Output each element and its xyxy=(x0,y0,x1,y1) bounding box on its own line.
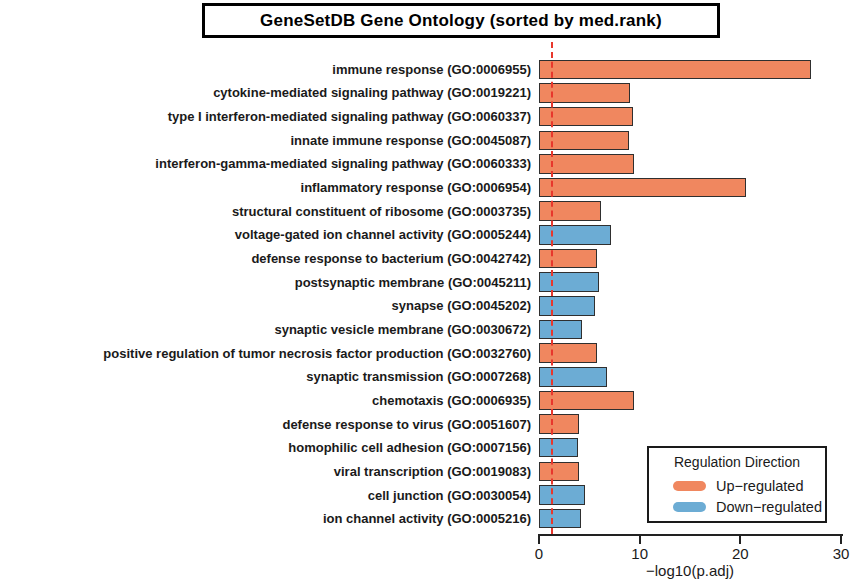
bar-down-regulated xyxy=(539,296,595,316)
bar-up-regulated xyxy=(539,343,597,363)
category-label: defense response to virus (GO:0051607) xyxy=(0,412,531,436)
bar-row: synaptic transmission (GO:0007268) xyxy=(0,365,850,389)
bar-row: inflammatory response (GO:0006954) xyxy=(0,176,850,200)
category-label: inflammatory response (GO:0006954) xyxy=(0,176,531,200)
category-label: defense response to bacterium (GO:004274… xyxy=(0,247,531,271)
category-label: immune response (GO:0006955) xyxy=(0,58,531,82)
legend-entry: Up−regulated xyxy=(649,475,825,496)
bar-up-regulated xyxy=(539,201,601,221)
category-label: voltage-gated ion channel activity (GO:0… xyxy=(0,223,531,247)
bar-up-regulated xyxy=(539,414,579,434)
bar-down-regulated xyxy=(539,438,578,458)
legend-entry-label: Down−regulated xyxy=(716,499,822,515)
category-label: synaptic transmission (GO:0007268) xyxy=(0,365,531,389)
bar-row: synapse (GO:0045202) xyxy=(0,294,850,318)
x-axis-tick xyxy=(538,536,540,544)
bar-down-regulated xyxy=(539,485,585,505)
x-axis-title: −log10(p.adj) xyxy=(590,562,790,579)
bar-row: structural constituent of ribosome (GO:0… xyxy=(0,199,850,223)
bar-up-regulated xyxy=(539,462,579,482)
legend-entry: Down−regulated xyxy=(649,496,825,517)
chart-title: GeneSetDB Gene Ontology (sorted by med.r… xyxy=(260,11,662,31)
legend-title: Regulation Direction xyxy=(649,454,825,470)
category-label: postsynaptic membrane (GO:0045211) xyxy=(0,270,531,294)
bar-down-regulated xyxy=(539,367,607,387)
category-label: synaptic vesicle membrane (GO:0030672) xyxy=(0,318,531,342)
category-label: positive regulation of tumor necrosis fa… xyxy=(0,341,531,365)
bar-row: innate immune response (GO:0045087) xyxy=(0,128,850,152)
go-enrichment-bar-chart: GeneSetDB Gene Ontology (sorted by med.r… xyxy=(0,0,850,586)
bar-row: defense response to bacterium (GO:004274… xyxy=(0,247,850,271)
bar-row: synaptic vesicle membrane (GO:0030672) xyxy=(0,318,850,342)
category-label: chemotaxis (GO:0006935) xyxy=(0,389,531,413)
legend-entries: Up−regulated Down−regulated xyxy=(649,475,825,517)
x-axis-tick-label: 20 xyxy=(720,545,760,562)
category-label: innate immune response (GO:0045087) xyxy=(0,128,531,152)
bar-up-regulated xyxy=(539,178,746,198)
category-label: viral transcription (GO:0019083) xyxy=(0,460,531,484)
category-label: type I interferon-mediated signaling pat… xyxy=(0,105,531,129)
x-axis-tick-label: 0 xyxy=(519,545,559,562)
bar-row: voltage-gated ion channel activity (GO:0… xyxy=(0,223,850,247)
x-axis-line xyxy=(538,534,843,536)
x-axis-tick xyxy=(840,536,842,544)
legend: Regulation Direction Up−regulated Down−re… xyxy=(647,446,827,523)
bar-down-regulated xyxy=(539,509,581,529)
x-axis-tick-label: 30 xyxy=(821,545,850,562)
bar-up-regulated xyxy=(539,249,597,269)
bar-up-regulated xyxy=(539,391,634,411)
legend-swatch-up xyxy=(673,481,706,491)
category-label: cell junction (GO:0030054) xyxy=(0,483,531,507)
bar-up-regulated xyxy=(539,60,811,80)
bar-down-regulated xyxy=(539,320,582,340)
category-label: synapse (GO:0045202) xyxy=(0,294,531,318)
significance-threshold-line xyxy=(551,42,553,534)
category-label: interferon-gamma-mediated signaling path… xyxy=(0,152,531,176)
x-axis-tick-label: 10 xyxy=(620,545,660,562)
bar-up-regulated xyxy=(539,154,634,174)
bar-row: cytokine-mediated signaling pathway (GO:… xyxy=(0,81,850,105)
bar-row: immune response (GO:0006955) xyxy=(0,58,850,82)
x-axis-tick xyxy=(639,536,641,544)
bar-row: positive regulation of tumor necrosis fa… xyxy=(0,341,850,365)
bar-row: postsynaptic membrane (GO:0045211) xyxy=(0,270,850,294)
bar-down-regulated xyxy=(539,225,611,245)
bar-row: interferon-gamma-mediated signaling path… xyxy=(0,152,850,176)
category-label: cytokine-mediated signaling pathway (GO:… xyxy=(0,81,531,105)
legend-entry-label: Up−regulated xyxy=(716,478,803,494)
category-label: structural constituent of ribosome (GO:0… xyxy=(0,199,531,223)
category-label: ion channel activity (GO:0005216) xyxy=(0,507,531,531)
bar-row: type I interferon-mediated signaling pat… xyxy=(0,105,850,129)
x-axis-tick xyxy=(739,536,741,544)
bar-row: chemotaxis (GO:0006935) xyxy=(0,389,850,413)
category-label: homophilic cell adhesion (GO:0007156) xyxy=(0,436,531,460)
chart-title-box: GeneSetDB Gene Ontology (sorted by med.r… xyxy=(202,3,720,38)
bar-down-regulated xyxy=(539,272,599,292)
bar-row: defense response to virus (GO:0051607) xyxy=(0,412,850,436)
legend-swatch-down xyxy=(673,502,706,512)
